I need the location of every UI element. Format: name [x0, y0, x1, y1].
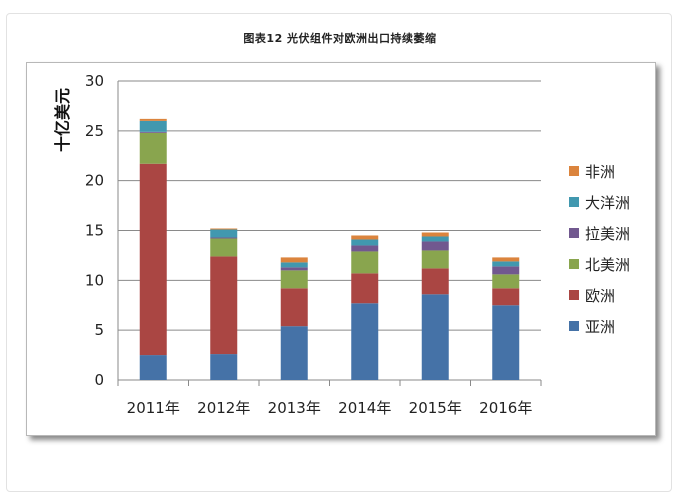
bar-segment — [139, 163, 167, 356]
chart-frame — [26, 62, 656, 436]
legend-label: 大洋洲 — [585, 194, 630, 212]
bar-segment — [492, 305, 520, 380]
bar-segment — [492, 288, 520, 306]
bar-segment — [280, 270, 308, 289]
bar-segment — [280, 262, 308, 268]
legend-swatch — [569, 166, 579, 176]
legend-label: 亚洲 — [585, 318, 615, 336]
bar-segment — [351, 235, 379, 240]
bar-segment — [351, 303, 379, 380]
bar-segment — [210, 354, 238, 380]
legend-label: 拉美洲 — [585, 225, 630, 243]
legend-label: 非洲 — [585, 163, 615, 181]
y-tick-label: 15 — [85, 222, 104, 240]
bar-segment — [492, 274, 520, 289]
y-tick-label: 25 — [85, 122, 104, 140]
bar-segment — [421, 241, 449, 251]
bar-segment — [492, 257, 520, 262]
bar-segment — [421, 236, 449, 242]
y-axis-label: 十亿美元 — [53, 88, 72, 152]
x-tick-label: 2014年 — [338, 399, 391, 417]
bar-segment — [280, 257, 308, 263]
x-tick-label: 2015年 — [409, 399, 462, 417]
x-tick-label: 2016年 — [479, 399, 532, 417]
bar-segment — [210, 238, 238, 257]
legend-swatch — [569, 228, 579, 238]
legend-swatch — [569, 197, 579, 207]
bar-segment — [139, 120, 167, 132]
bar-segment — [139, 118, 167, 121]
bar-segment — [210, 228, 238, 230]
bar-segment — [210, 229, 238, 238]
bar-segment — [351, 273, 379, 304]
bar-segment — [492, 261, 520, 267]
bar-segment — [351, 239, 379, 246]
bar-segment — [280, 326, 308, 380]
bar-segment — [421, 294, 449, 380]
y-tick-label: 30 — [85, 72, 104, 90]
bar-segment — [351, 251, 379, 274]
bar-segment — [421, 268, 449, 295]
y-tick-label: 20 — [85, 172, 104, 190]
bar-segment — [139, 131, 167, 133]
bar-segment — [492, 266, 520, 275]
y-tick-label: 5 — [94, 321, 104, 339]
bar-segment — [139, 355, 167, 380]
legend-swatch — [569, 290, 579, 300]
y-tick-label: 10 — [85, 271, 104, 289]
bar-segment — [139, 132, 167, 164]
x-tick-label: 2012年 — [197, 399, 250, 417]
y-tick-label: 0 — [94, 371, 104, 389]
legend-swatch — [569, 259, 579, 269]
x-tick-label: 2013年 — [268, 399, 321, 417]
legend-label: 欧洲 — [585, 287, 615, 305]
bar-segment — [210, 256, 238, 355]
legend-swatch — [569, 321, 579, 331]
bar-segment — [351, 245, 379, 252]
bar-segment — [210, 237, 238, 239]
chart-title: 图表12 光伏组件对欧洲出口持续萎缩 — [243, 32, 437, 45]
x-tick-label: 2011年 — [127, 399, 180, 417]
bar-segment — [421, 250, 449, 269]
bar-segment — [421, 232, 449, 237]
legend-label: 北美洲 — [585, 256, 630, 274]
bar-segment — [280, 267, 308, 271]
bar-segment — [280, 288, 308, 327]
